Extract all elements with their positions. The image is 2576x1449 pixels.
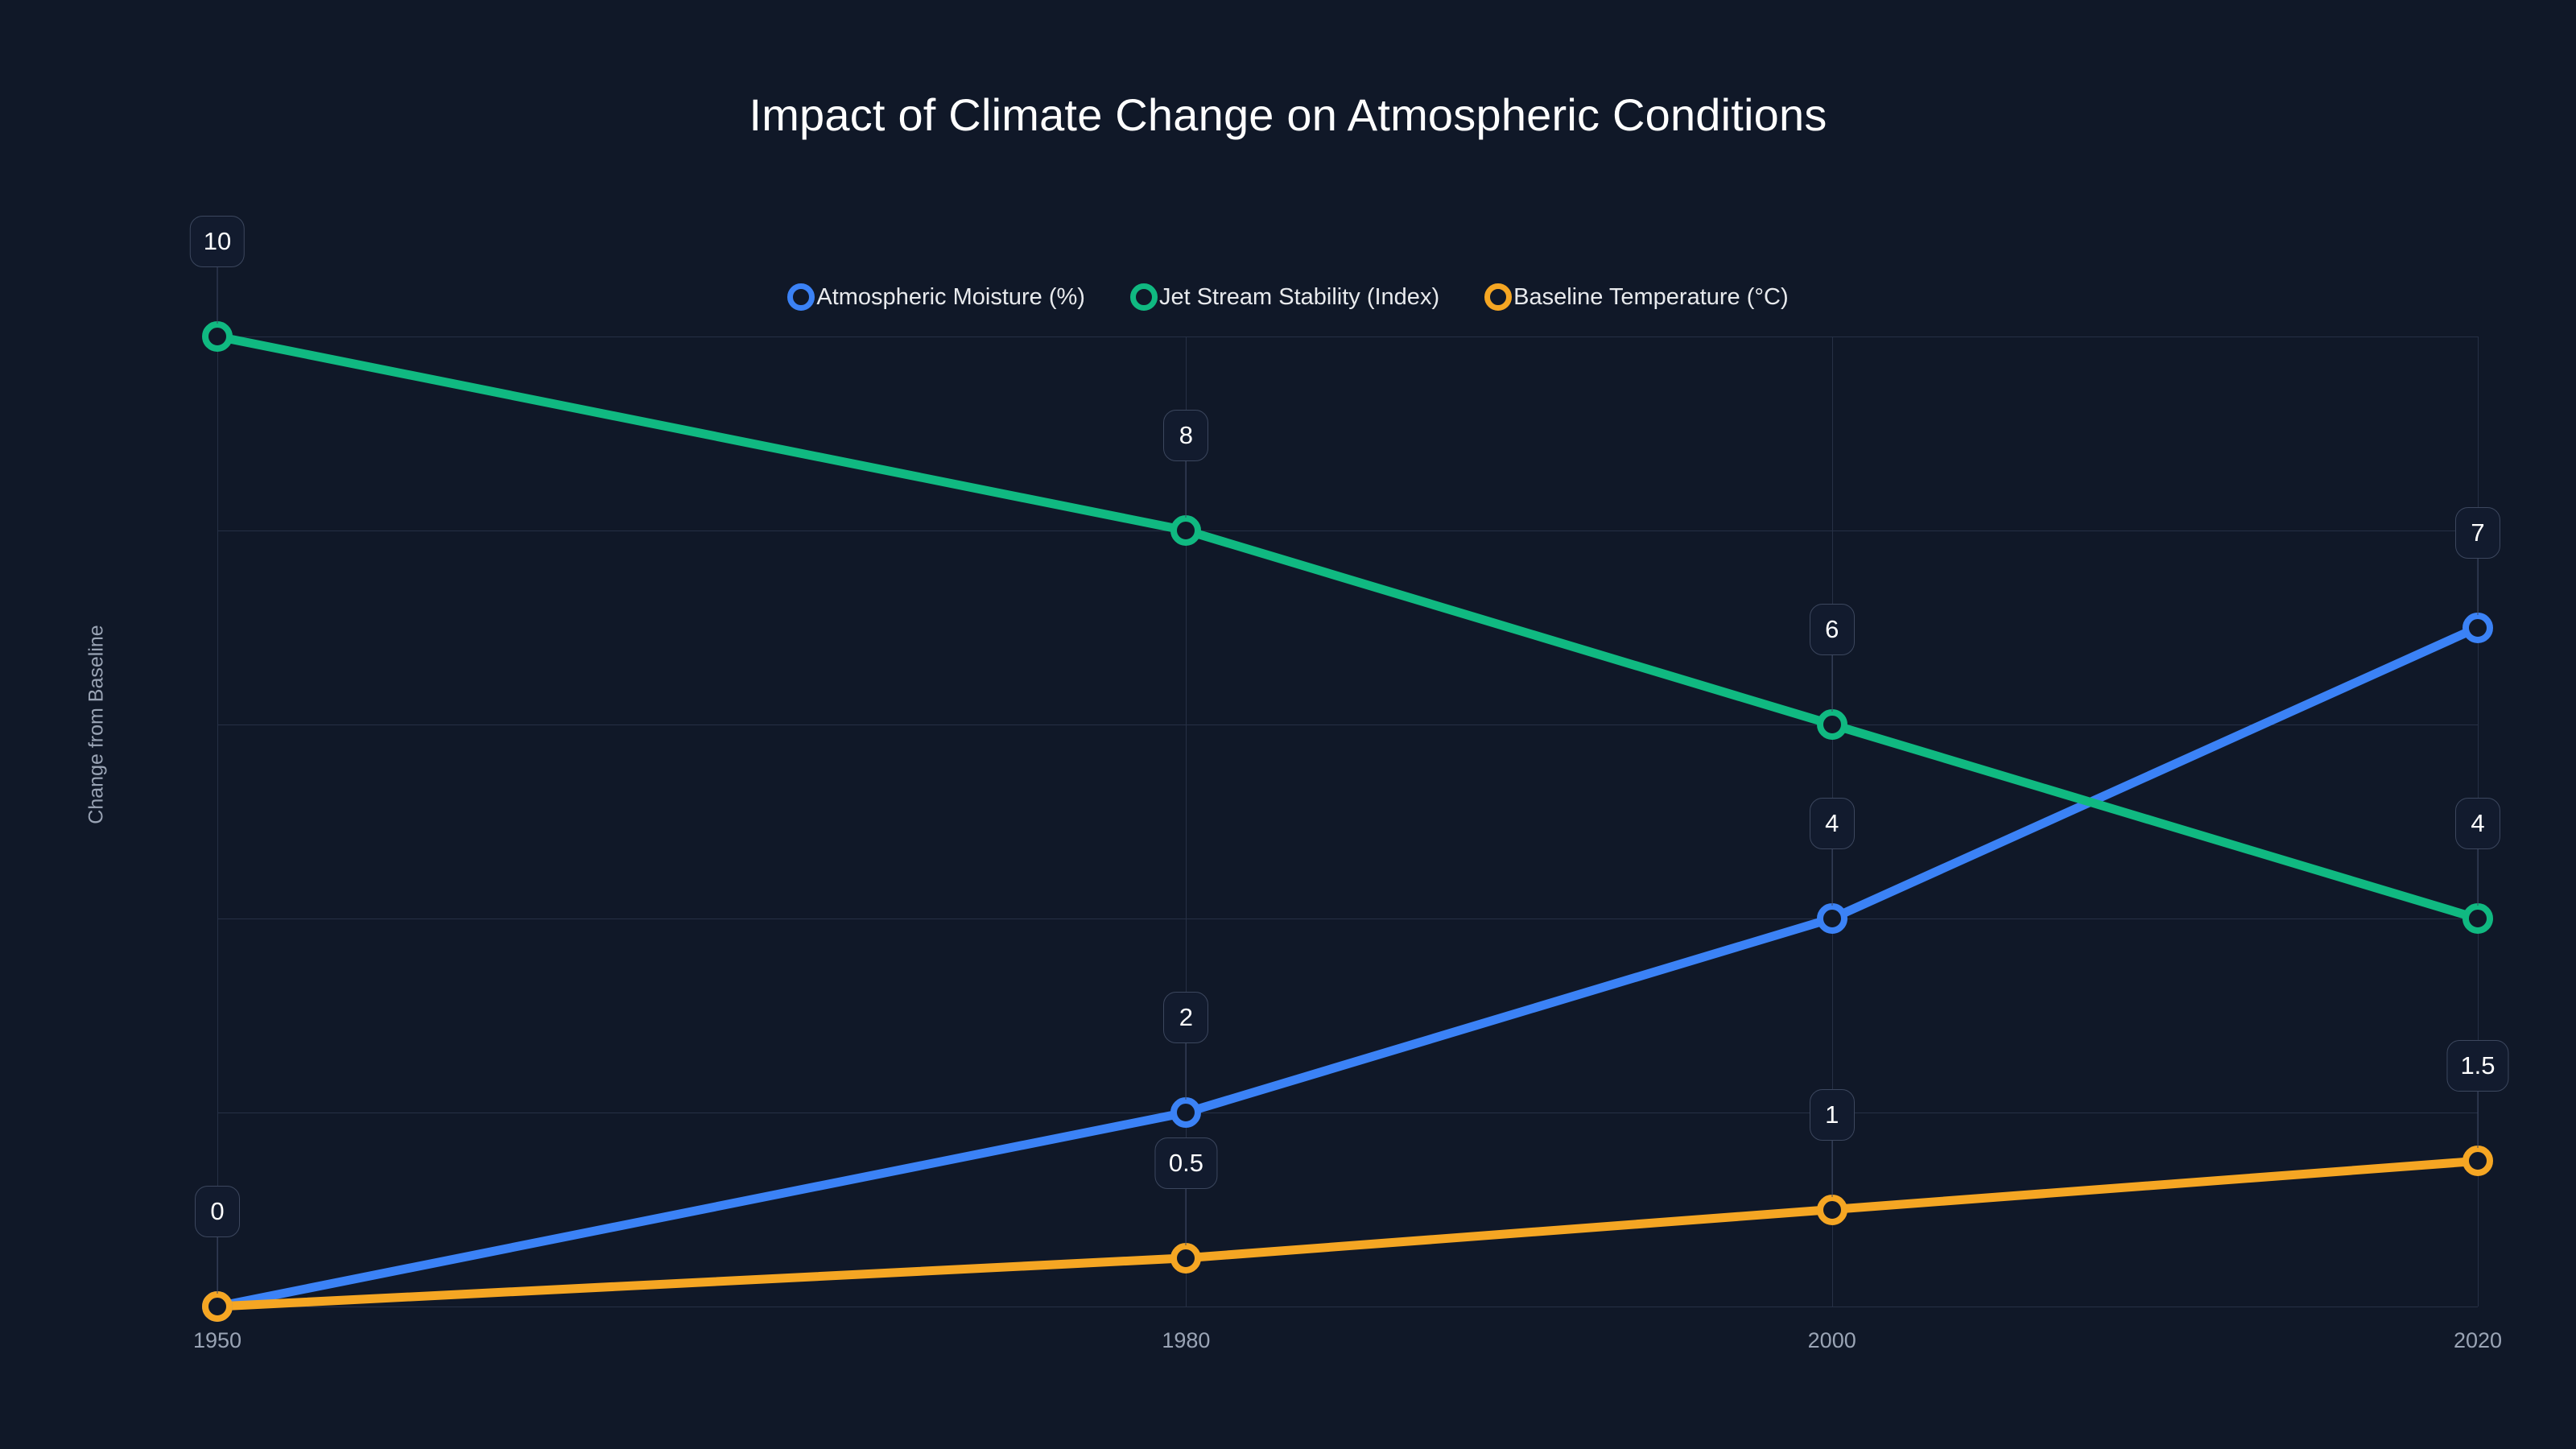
data-label-connector	[1831, 849, 1833, 906]
y-axis-title: Change from Baseline	[85, 625, 108, 824]
legend-item[interactable]: Atmospheric Moisture (%)	[787, 283, 1085, 311]
legend-item-label: Atmospheric Moisture (%)	[816, 283, 1085, 310]
series-line	[213, 332, 2483, 923]
data-label-connector	[1831, 1140, 1833, 1197]
data-label-connector	[2477, 558, 2479, 615]
data-point-label: 0	[195, 1186, 240, 1237]
data-point[interactable]	[2462, 612, 2493, 643]
data-point-label: 4	[2455, 798, 2500, 849]
data-point-label: 1	[1809, 1088, 1855, 1141]
chart-legend: Atmospheric Moisture (%) Jet Stream Stabi…	[0, 283, 2576, 311]
data-point[interactable]	[2462, 903, 2493, 934]
series-line	[213, 1156, 2483, 1311]
data-point-label: 7	[2455, 506, 2500, 559]
circle-outline-icon	[1484, 283, 1513, 311]
data-point[interactable]	[1816, 1194, 1847, 1225]
data-label-connector	[2477, 1092, 2479, 1149]
gridline-vertical	[1186, 336, 1187, 1307]
data-label-connector	[217, 267, 218, 324]
data-point-label: 10	[189, 216, 246, 267]
data-point[interactable]	[202, 1291, 233, 1322]
data-label-connector	[2477, 849, 2479, 906]
circle-outline-icon	[1129, 283, 1158, 311]
gridline-horizontal	[217, 724, 2478, 725]
legend-item[interactable]: Baseline Temperature (°C)	[1484, 283, 1789, 311]
gridline-horizontal	[217, 336, 2478, 337]
series-lines	[213, 332, 2483, 1311]
data-point-label: 2	[1163, 992, 1209, 1043]
data-point-label: 1.5	[2446, 1040, 2509, 1092]
data-point[interactable]	[1170, 1097, 1202, 1128]
legend-item[interactable]: Jet Stream Stability (Index)	[1129, 283, 1440, 311]
x-axis-tick-label: 2020	[2453, 1328, 2503, 1352]
data-point[interactable]	[1170, 515, 1202, 546]
data-point-label: 4	[1809, 798, 1855, 849]
data-label-connector	[1185, 461, 1187, 518]
x-axis-tick-label: 1980	[1162, 1328, 1211, 1352]
data-label-connector	[217, 1237, 218, 1294]
data-point[interactable]	[1816, 709, 1847, 740]
gridline-vertical	[217, 336, 218, 1307]
data-point[interactable]	[1170, 1242, 1202, 1274]
series-line	[213, 623, 2483, 1311]
data-point-label: 8	[1163, 410, 1209, 461]
data-point[interactable]	[1816, 903, 1847, 934]
circle-outline-icon	[787, 283, 815, 311]
chart-title: Impact of Climate Change on Atmospheric …	[749, 89, 1827, 140]
data-point[interactable]	[202, 321, 233, 352]
x-axis-tick-label: 2000	[1807, 1328, 1856, 1352]
data-point-label: 6	[1809, 604, 1855, 655]
gridline-horizontal	[217, 530, 2478, 531]
legend-item-label: Jet Stream Stability (Index)	[1158, 283, 1440, 310]
data-label-connector	[1185, 1188, 1187, 1245]
data-point-label: 0.5	[1154, 1137, 1217, 1189]
legend-item-label: Baseline Temperature (°C)	[1513, 283, 1789, 310]
data-label-connector	[1185, 1043, 1187, 1100]
data-label-connector	[1831, 655, 1833, 712]
x-axis-tick-label: 1950	[192, 1328, 242, 1352]
data-point[interactable]	[2462, 1146, 2493, 1177]
